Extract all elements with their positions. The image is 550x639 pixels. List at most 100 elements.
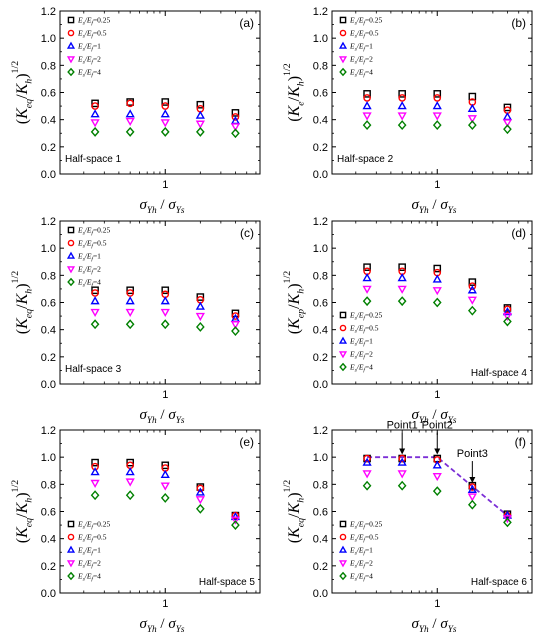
legend-marker <box>67 29 75 37</box>
data-point <box>502 312 513 322</box>
half-space-note: Half-space 5 <box>199 577 256 588</box>
y-axis-label: (Keq/Kh)1/2 <box>10 61 34 124</box>
data-point <box>362 470 372 479</box>
data-point <box>160 126 170 137</box>
data-point <box>125 319 135 330</box>
x-tick-label: 1 <box>434 598 440 610</box>
data-point <box>90 479 100 488</box>
data-point <box>503 103 512 112</box>
data-point <box>503 124 512 135</box>
data-point <box>91 286 99 295</box>
data-point <box>397 112 407 121</box>
data-point <box>467 296 477 305</box>
y-tick-label: 0.6 <box>41 507 56 519</box>
legend-entry: Es/Ef=2 <box>77 559 101 570</box>
data-point <box>160 469 170 479</box>
data-point <box>363 90 371 98</box>
data-point <box>362 457 372 466</box>
data-point <box>196 484 205 493</box>
y-tick-label: 0.8 <box>41 270 56 282</box>
data-point <box>195 110 205 119</box>
legend-marker <box>66 41 76 49</box>
legend-entry: Es/Ef=1 <box>349 337 373 348</box>
legend-entry: Es/Ef=0.5 <box>349 29 379 40</box>
data-point <box>398 454 406 463</box>
data-point <box>90 296 100 305</box>
data-point <box>160 109 170 118</box>
data-point <box>432 486 442 497</box>
data-point <box>398 90 406 98</box>
panel-label: (e) <box>239 435 254 449</box>
data-point <box>231 109 240 117</box>
legend-marker <box>67 239 75 247</box>
y-tick-label: 0.6 <box>41 298 56 310</box>
trend-line <box>367 456 509 517</box>
data-point <box>362 273 372 282</box>
data-point <box>433 90 442 98</box>
legend-entry: Es/Ef=0.5 <box>349 324 379 335</box>
y-tick-label: 0.8 <box>313 60 328 72</box>
legend-marker <box>339 16 347 24</box>
data-point <box>362 480 372 491</box>
half-space-note: Half-space 4 <box>471 368 528 379</box>
legend-marker <box>338 336 348 344</box>
data-point <box>125 109 135 118</box>
data-point <box>432 274 442 283</box>
data-point <box>502 515 513 524</box>
data-point <box>433 264 442 273</box>
x-tick-label: 1 <box>162 179 168 191</box>
data-point <box>230 123 241 132</box>
y-tick-label: 0.0 <box>41 588 56 600</box>
y-tick-label: 0.2 <box>313 352 328 364</box>
data-point <box>467 493 477 502</box>
x-axis-label: σYh / σYs <box>139 407 184 426</box>
y-axis-label: (Keq/Kh)1/2 <box>282 480 306 543</box>
data-point <box>432 460 442 469</box>
data-point <box>433 94 442 102</box>
legend-marker <box>67 533 75 541</box>
data-point <box>398 94 406 102</box>
data-point <box>196 293 205 301</box>
data-point <box>195 120 205 129</box>
data-point <box>90 119 100 128</box>
data-point <box>467 120 477 131</box>
y-tick-label: 1.0 <box>313 33 328 45</box>
chart-panel-d: 0.0 0.2 0.4 0.6 0.8 1.0 1.2 1 σYh / σYs (Kep/Kh)1… <box>282 216 533 426</box>
data-point <box>362 296 372 307</box>
x-axis-label: σYh / σYs <box>139 616 184 635</box>
legend-entry: Es/Ef=4 <box>77 278 101 289</box>
data-point <box>397 120 407 131</box>
data-point <box>160 119 170 128</box>
data-point <box>397 285 407 294</box>
data-point <box>397 457 407 466</box>
y-tick-label: 0.2 <box>313 561 328 573</box>
legend-entry: Es/Ef=2 <box>77 265 101 276</box>
legend-entry: Es/Ef=1 <box>77 252 101 263</box>
data-point <box>195 312 205 322</box>
x-axis-label: σYh / σYs <box>411 197 456 216</box>
plot-frame <box>59 429 261 594</box>
data-point <box>195 126 205 137</box>
legend-entry: Es/Ef=4 <box>349 363 373 374</box>
y-axis-label: (Keq/Kh)1/2 <box>10 480 34 543</box>
data-point <box>231 113 240 121</box>
y-tick-label: 1.0 <box>41 452 56 464</box>
legend-entry: Es/Ef=2 <box>349 55 373 66</box>
y-tick-label: 0.6 <box>313 88 328 100</box>
legend-entry: Es/Ef=4 <box>77 68 101 79</box>
legend-entry: Es/Ef=2 <box>349 350 373 361</box>
legend-entry: Es/Ef=0.25 <box>77 226 111 237</box>
legend-marker <box>339 520 347 528</box>
data-point <box>230 511 241 521</box>
data-point <box>160 492 170 503</box>
half-space-note: Half-space 1 <box>65 154 122 165</box>
data-point <box>90 319 100 330</box>
data-point <box>91 458 99 467</box>
data-point <box>432 101 442 110</box>
data-point <box>397 101 407 110</box>
legend-marker <box>67 571 75 581</box>
annotation-label: Point1 <box>387 420 418 432</box>
legend-marker <box>338 351 348 359</box>
data-point <box>362 112 372 121</box>
